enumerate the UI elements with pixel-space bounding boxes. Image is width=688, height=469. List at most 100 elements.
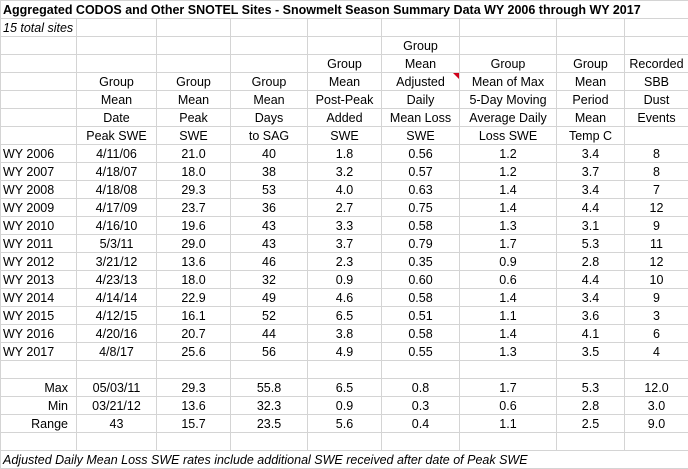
column-header-cell[interactable]: Period xyxy=(557,91,625,109)
summary-cell[interactable]: 0.4 xyxy=(382,415,460,433)
summary-cell[interactable]: 55.8 xyxy=(231,379,308,397)
column-header-cell[interactable]: Recorded xyxy=(625,55,688,73)
data-cell[interactable]: 8 xyxy=(625,163,688,181)
data-cell[interactable]: 56 xyxy=(231,343,308,361)
data-cell[interactable]: 23.7 xyxy=(157,199,231,217)
empty-cell[interactable] xyxy=(157,361,231,379)
column-header-cell[interactable] xyxy=(308,37,382,55)
column-header-cell[interactable]: Mean xyxy=(157,91,231,109)
data-cell[interactable]: 4/12/15 xyxy=(77,307,157,325)
row-label[interactable]: WY 2011 xyxy=(1,235,77,253)
data-cell[interactable]: 1.2 xyxy=(460,163,557,181)
empty-cell[interactable] xyxy=(157,19,231,37)
summary-cell[interactable]: 15.7 xyxy=(157,415,231,433)
column-header-cell[interactable]: Mean xyxy=(77,91,157,109)
column-header-cell[interactable]: Group xyxy=(77,73,157,91)
data-cell[interactable]: 43 xyxy=(231,217,308,235)
summary-label[interactable]: Range xyxy=(1,415,77,433)
data-cell[interactable]: 3.7 xyxy=(308,235,382,253)
data-cell[interactable]: 9 xyxy=(625,217,688,235)
column-header-cell[interactable]: Mean xyxy=(231,91,308,109)
column-header-cell[interactable]: Daily xyxy=(382,91,460,109)
row-label[interactable]: WY 2007 xyxy=(1,163,77,181)
data-cell[interactable]: 0.58 xyxy=(382,217,460,235)
row-label[interactable]: WY 2012 xyxy=(1,253,77,271)
row-label[interactable]: WY 2006 xyxy=(1,145,77,163)
data-cell[interactable]: 18.0 xyxy=(157,271,231,289)
data-cell[interactable]: 0.79 xyxy=(382,235,460,253)
data-cell[interactable]: 0.63 xyxy=(382,181,460,199)
summary-cell[interactable]: 2.8 xyxy=(557,397,625,415)
column-header-cell[interactable] xyxy=(460,37,557,55)
column-header-cell[interactable]: Added xyxy=(308,109,382,127)
data-cell[interactable]: 4/14/14 xyxy=(77,289,157,307)
data-cell[interactable]: 11 xyxy=(625,235,688,253)
data-cell[interactable]: 0.9 xyxy=(308,271,382,289)
column-header-cell[interactable] xyxy=(77,55,157,73)
summary-cell[interactable]: 1.1 xyxy=(460,415,557,433)
data-cell[interactable]: 0.60 xyxy=(382,271,460,289)
data-cell[interactable]: 3.4 xyxy=(557,145,625,163)
data-cell[interactable]: 0.58 xyxy=(382,289,460,307)
summary-cell[interactable]: 13.6 xyxy=(157,397,231,415)
column-header-cell[interactable]: Days xyxy=(231,109,308,127)
column-header-cell[interactable]: Mean Loss xyxy=(382,109,460,127)
row-label[interactable]: WY 2008 xyxy=(1,181,77,199)
empty-cell[interactable] xyxy=(157,433,231,451)
data-cell[interactable]: 4 xyxy=(625,343,688,361)
column-header-cell[interactable]: 5-Day Moving xyxy=(460,91,557,109)
summary-cell[interactable]: 32.3 xyxy=(231,397,308,415)
row-label[interactable]: WY 2013 xyxy=(1,271,77,289)
column-header-cell[interactable]: SWE xyxy=(157,127,231,145)
data-cell[interactable]: 9 xyxy=(625,289,688,307)
column-header-cell[interactable]: Dust xyxy=(625,91,688,109)
empty-cell[interactable] xyxy=(308,433,382,451)
data-cell[interactable]: 7 xyxy=(625,181,688,199)
data-cell[interactable]: 0.56 xyxy=(382,145,460,163)
data-cell[interactable]: 1.3 xyxy=(460,343,557,361)
data-cell[interactable]: 52 xyxy=(231,307,308,325)
data-cell[interactable]: 4.4 xyxy=(557,271,625,289)
column-header-cell[interactable]: Mean xyxy=(557,73,625,91)
column-header-cell[interactable] xyxy=(625,127,688,145)
empty-cell[interactable] xyxy=(77,433,157,451)
data-cell[interactable]: 4/18/07 xyxy=(77,163,157,181)
row-label[interactable]: WY 2014 xyxy=(1,289,77,307)
data-cell[interactable]: 4.0 xyxy=(308,181,382,199)
empty-cell[interactable] xyxy=(382,433,460,451)
column-header-cell[interactable] xyxy=(157,55,231,73)
column-header-cell[interactable]: Group xyxy=(157,73,231,91)
sheet-subtitle[interactable]: 15 total sites xyxy=(1,19,77,37)
data-cell[interactable]: 0.6 xyxy=(460,271,557,289)
column-header-cell[interactable]: Events xyxy=(625,109,688,127)
column-header-cell[interactable] xyxy=(557,37,625,55)
column-header-cell[interactable]: Group xyxy=(231,73,308,91)
data-cell[interactable]: 18.0 xyxy=(157,163,231,181)
data-cell[interactable]: 4/17/09 xyxy=(77,199,157,217)
empty-cell[interactable] xyxy=(1,361,77,379)
empty-cell[interactable] xyxy=(557,19,625,37)
data-cell[interactable]: 6.5 xyxy=(308,307,382,325)
data-cell[interactable]: 3.3 xyxy=(308,217,382,235)
column-header-cell[interactable]: Mean xyxy=(382,55,460,73)
empty-cell[interactable] xyxy=(557,361,625,379)
empty-cell[interactable] xyxy=(231,361,308,379)
data-cell[interactable]: 2.7 xyxy=(308,199,382,217)
summary-cell[interactable]: 5.6 xyxy=(308,415,382,433)
data-cell[interactable]: 4.9 xyxy=(308,343,382,361)
data-cell[interactable]: 4/20/16 xyxy=(77,325,157,343)
column-header-cell[interactable]: Post-Peak xyxy=(308,91,382,109)
data-cell[interactable]: 4/8/17 xyxy=(77,343,157,361)
summary-cell[interactable]: 3.0 xyxy=(625,397,688,415)
empty-cell[interactable] xyxy=(557,433,625,451)
column-header-cell[interactable]: SBB xyxy=(625,73,688,91)
data-cell[interactable]: 2.3 xyxy=(308,253,382,271)
column-header-cell[interactable] xyxy=(625,37,688,55)
empty-cell[interactable] xyxy=(382,361,460,379)
data-cell[interactable]: 3 xyxy=(625,307,688,325)
data-cell[interactable]: 43 xyxy=(231,235,308,253)
data-cell[interactable]: 12 xyxy=(625,199,688,217)
summary-label[interactable]: Min xyxy=(1,397,77,415)
column-header-cell[interactable]: Mean xyxy=(308,73,382,91)
column-header-cell[interactable] xyxy=(157,37,231,55)
